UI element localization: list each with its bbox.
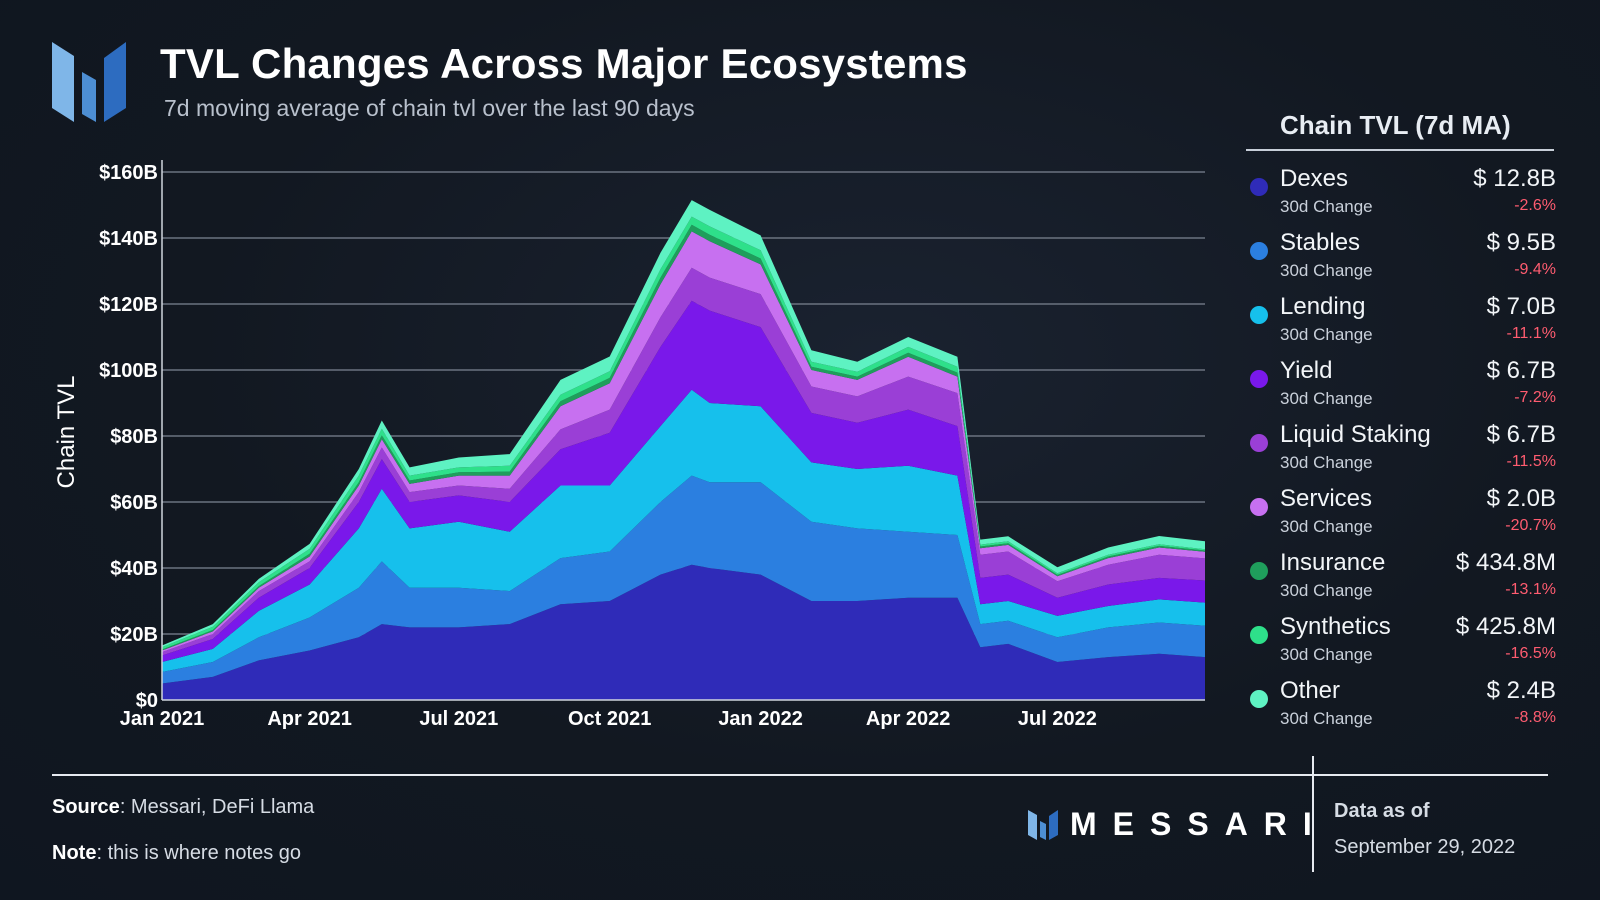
x-tick-labels: Jan 2021 Apr 2021 Jul 2021 Oct 2021 Jan 2022… bbox=[120, 708, 1097, 730]
legend-item-lending: Lending $ 7.0B 30d Change -11.1% bbox=[1246, 279, 1556, 344]
page-title: TVL Changes Across Major Ecosystems bbox=[160, 40, 968, 87]
legend-change-label: 30d Change bbox=[1280, 261, 1373, 280]
legend-name: Other bbox=[1280, 677, 1341, 704]
legend-change-label: 30d Change bbox=[1280, 325, 1373, 344]
stacked-area-chart: $0 $20B $40B $60B $80B $100B $120B $140B $160B J… bbox=[53, 160, 1205, 730]
legend-title: Chain TVL (7d MA) bbox=[1246, 110, 1554, 151]
legend-change-label: 30d Change bbox=[1280, 517, 1373, 536]
x-tick-label: Jan 2021 bbox=[120, 708, 205, 730]
source-label: Source bbox=[52, 796, 120, 818]
legend-change-value: -16.5% bbox=[1505, 645, 1556, 662]
legend-name: Liquid Staking bbox=[1280, 421, 1431, 448]
x-tick-label: Apr 2022 bbox=[866, 708, 951, 730]
note-text: : this is where notes go bbox=[96, 842, 302, 864]
legend-name: Stables bbox=[1280, 229, 1361, 256]
legend-change-label: 30d Change bbox=[1280, 709, 1373, 728]
legend-change-label: 30d Change bbox=[1280, 453, 1373, 472]
legend-value: $ 6.7B bbox=[1486, 421, 1556, 448]
y-tick-label: $160B bbox=[99, 162, 158, 184]
x-tick-label: Oct 2021 bbox=[568, 708, 651, 730]
legend-value: $ 2.4B bbox=[1486, 677, 1556, 704]
legend-swatch bbox=[1250, 434, 1268, 452]
y-tick-label: $120B bbox=[99, 294, 158, 316]
legend-change-value: -7.2% bbox=[1514, 389, 1556, 406]
x-tick-label: Apr 2021 bbox=[267, 708, 352, 730]
source-text: : Messari, DeFi Llama bbox=[119, 796, 315, 818]
legend-item-dexes: Dexes $ 12.8B 30d Change -2.6% bbox=[1246, 151, 1556, 216]
y-tick-label: $0 bbox=[136, 690, 158, 712]
legend-swatch bbox=[1250, 306, 1268, 324]
legend-item-stables: Stables $ 9.5B 30d Change -9.4% bbox=[1246, 215, 1556, 280]
legend-change-value: -11.5% bbox=[1506, 453, 1556, 470]
legend-name: Lending bbox=[1280, 293, 1366, 320]
legend-value: $ 7.0B bbox=[1486, 293, 1556, 320]
legend-name: Insurance bbox=[1280, 549, 1386, 576]
legend-change-value: -20.7% bbox=[1505, 517, 1556, 534]
y-tick-label: $140B bbox=[99, 228, 158, 250]
data-as-of-date: September 29, 2022 bbox=[1334, 836, 1516, 858]
legend-swatch bbox=[1250, 690, 1268, 708]
legend-item-liquid-staking: Liquid Staking $ 6.7B 30d Change -11.5% bbox=[1246, 407, 1556, 472]
legend-change-value: -11.1% bbox=[1506, 325, 1556, 342]
note-label: Note bbox=[52, 842, 97, 864]
legend-item-insurance: Insurance $ 434.8M 30d Change -13.1% bbox=[1246, 535, 1556, 600]
y-tick-labels: $0 $20B $40B $60B $80B $100B $120B $140B $160B bbox=[99, 162, 158, 712]
area-stables bbox=[162, 475, 1205, 684]
y-tick-label: $100B bbox=[99, 360, 158, 382]
legend-item-other: Other $ 2.4B 30d Change -8.8% bbox=[1246, 663, 1556, 728]
legend-swatch bbox=[1250, 626, 1268, 644]
legend-items: Dexes $ 12.8B 30d Change -2.6% Stables $ 9.5B… bbox=[1246, 151, 1556, 728]
legend-change-label: 30d Change bbox=[1280, 645, 1373, 664]
brand-name: MESSARI bbox=[1070, 806, 1328, 842]
y-tick-label: $80B bbox=[110, 426, 158, 448]
legend-name: Dexes bbox=[1280, 165, 1349, 192]
page-subtitle: 7d moving average of chain tvl over the … bbox=[164, 95, 695, 121]
chart-axes bbox=[161, 160, 1205, 701]
x-tick-label: Jul 2021 bbox=[419, 708, 498, 730]
x-tick-label: Jan 2022 bbox=[718, 708, 803, 730]
y-tick-label: $40B bbox=[110, 558, 158, 580]
legend-value: $ 425.8M bbox=[1455, 613, 1556, 640]
legend-name: Services bbox=[1280, 485, 1373, 512]
y-axis-label: Chain TVL bbox=[53, 376, 80, 489]
messari-mark-icon bbox=[1028, 810, 1058, 840]
legend-swatch bbox=[1250, 370, 1268, 388]
footnote: Note: this is where notes go bbox=[52, 842, 301, 865]
x-tick-label: Jul 2022 bbox=[1018, 708, 1097, 730]
footer-divider bbox=[52, 774, 1548, 776]
legend-change-value: -8.8% bbox=[1514, 709, 1556, 726]
legend-swatch bbox=[1250, 242, 1268, 260]
legend-item-synthetics: Synthetics $ 425.8M 30d Change -16.5% bbox=[1246, 599, 1556, 664]
legend-change-value: -13.1% bbox=[1505, 581, 1556, 598]
legend-change-value: -2.6% bbox=[1514, 197, 1556, 214]
legend-value: $ 9.5B bbox=[1486, 229, 1556, 256]
legend-name: Yield bbox=[1280, 357, 1333, 384]
legend-value: $ 12.8B bbox=[1473, 165, 1556, 192]
chart-areas bbox=[162, 200, 1205, 700]
legend-value: $ 434.8M bbox=[1455, 549, 1556, 576]
area-dexes bbox=[162, 564, 1205, 700]
y-tick-label: $20B bbox=[110, 624, 158, 646]
legend-swatch bbox=[1250, 498, 1268, 516]
legend: Chain TVL (7d MA) Dexes $ 12.8B 30d Change… bbox=[1246, 110, 1556, 728]
legend-item-yield: Yield $ 6.7B 30d Change -7.2% bbox=[1246, 343, 1556, 408]
y-tick-label: $60B bbox=[110, 492, 158, 514]
legend-swatch bbox=[1250, 178, 1268, 196]
legend-change-label: 30d Change bbox=[1280, 389, 1373, 408]
legend-change-value: -9.4% bbox=[1514, 261, 1556, 278]
source-note: Source: Messari, DeFi Llama bbox=[52, 796, 314, 819]
legend-name: Synthetics bbox=[1280, 613, 1391, 640]
legend-value: $ 2.0B bbox=[1486, 485, 1556, 512]
legend-value: $ 6.7B bbox=[1486, 357, 1556, 384]
legend-swatch bbox=[1250, 562, 1268, 580]
area-lending bbox=[162, 389, 1205, 672]
legend-change-label: 30d Change bbox=[1280, 581, 1373, 600]
footer-vertical-divider bbox=[1312, 756, 1314, 872]
legend-item-services: Services $ 2.0B 30d Change -20.7% bbox=[1246, 471, 1556, 536]
legend-change-label: 30d Change bbox=[1280, 197, 1373, 216]
data-as-of-label: Data as of bbox=[1334, 800, 1430, 822]
messari-logo-icon bbox=[52, 42, 126, 122]
area-yield bbox=[162, 300, 1205, 662]
